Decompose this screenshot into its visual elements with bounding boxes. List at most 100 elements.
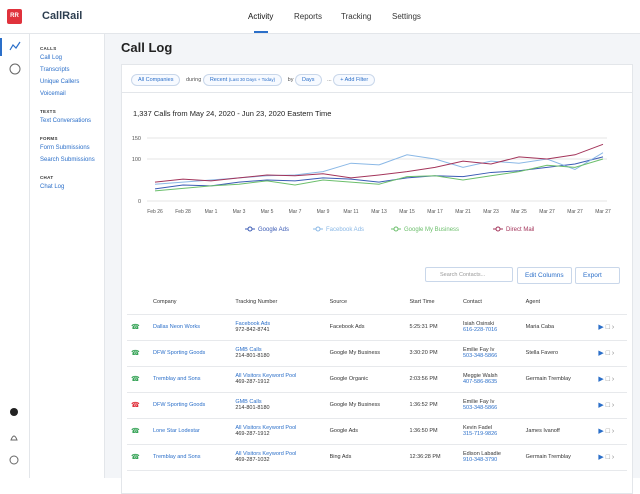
open-row[interactable]: › — [611, 376, 615, 383]
x-tick-label: Mar 9 — [317, 209, 330, 215]
y-tick-label: 150 — [132, 136, 141, 142]
tracking-name[interactable]: Facebook Ads — [235, 321, 271, 327]
by-label: by — [287, 77, 294, 83]
search-box[interactable]: Search Contacts... — [425, 267, 513, 282]
start-time: 3:30:20 PM — [405, 340, 459, 367]
contact-phone[interactable]: 910-348-3790 — [462, 457, 498, 463]
call-row[interactable]: ☎ Dallas Neon Works Facebook Ads 972-842-87… — [127, 314, 627, 341]
notes-button[interactable]: □ — [605, 350, 612, 357]
play-button[interactable]: ▶ — [598, 350, 606, 357]
company[interactable]: DFW Sporting Goods — [149, 392, 232, 419]
open-row[interactable]: › — [611, 350, 615, 357]
x-tick-label: Mar 5 — [261, 209, 274, 215]
nav-item[interactable]: Activity — [248, 12, 274, 21]
tracking-name[interactable]: All Visitors Keyword Pool — [235, 373, 297, 379]
badge[interactable]: RR — [7, 9, 22, 24]
open-row[interactable]: › — [611, 324, 615, 331]
tracking-name[interactable]: All Visitors Keyword Pool — [235, 451, 297, 457]
logo[interactable]: CallRail — [42, 10, 83, 22]
contact-name: Edison Labadie — [462, 451, 501, 457]
play-button[interactable]: ▶ — [598, 428, 606, 435]
contact-phone[interactable]: 503-348-5866 — [462, 405, 498, 411]
x-tick-label: Mar 15 — [399, 209, 415, 215]
sidebar-link[interactable]: Voicemail — [40, 91, 66, 97]
tracking-name[interactable]: GMB Calls — [235, 347, 262, 353]
notes-button[interactable]: □ — [605, 376, 612, 383]
nav-item[interactable]: Settings — [392, 12, 421, 21]
contact-phone[interactable]: 407-586-8635 — [462, 379, 498, 385]
play-button[interactable]: ▶ — [598, 376, 606, 383]
x-tick-label: Feb 26 — [147, 209, 163, 215]
y-tick-label: 100 — [132, 157, 141, 163]
column-header: Agent — [521, 290, 595, 315]
open-row[interactable]: › — [611, 428, 615, 435]
sidebar-link[interactable]: Chat Log — [40, 184, 65, 190]
contact-cell: Emilie Fay Iv 503-348-5866 — [458, 392, 522, 419]
source: Google My Business — [325, 392, 406, 419]
contact-phone[interactable]: 503-348-5866 — [462, 353, 498, 359]
sidebar-link[interactable]: Search Submissions — [40, 157, 95, 163]
calls-icon[interactable] — [9, 41, 21, 51]
column-header: Company — [149, 290, 232, 315]
export[interactable]: Export — [575, 267, 620, 284]
company[interactable]: Tremblay and Sons — [149, 366, 232, 393]
call-icon: ☎ — [131, 350, 140, 357]
agent-cell: Maria Caba — [521, 314, 595, 341]
tracking-cell: All Visitors Keyword Pool 469-287-1032 — [231, 444, 326, 471]
unit-filter[interactable]: Days — [295, 74, 322, 86]
play-button[interactable]: ▶ — [598, 454, 606, 461]
contact-phone[interactable]: 315-719-9826 — [462, 431, 498, 437]
help-icon[interactable] — [9, 455, 19, 465]
agent-cell: Germain Tremblay — [521, 366, 595, 393]
agent: Stella Favero — [525, 350, 559, 356]
tracking-name[interactable]: All Visitors Keyword Pool — [235, 425, 297, 431]
open-row[interactable]: › — [611, 402, 615, 409]
company[interactable]: Tremblay and Sons — [149, 444, 232, 471]
sidebar-link[interactable]: Form Submissions — [40, 145, 90, 151]
legend-label: Google My Business — [404, 227, 459, 233]
notes-button[interactable]: □ — [605, 428, 612, 435]
call-row[interactable]: ☎ Tremblay and Sons All Visitors Keyword P… — [127, 366, 627, 393]
tracking-number: 214-801-8180 — [235, 405, 270, 411]
call-row[interactable]: ☎ Lone Star Lodestar All Visitors Keyword … — [127, 418, 627, 445]
call-row[interactable]: ☎ Tremblay and Sons All Visitors Keyword P… — [127, 444, 627, 471]
start-time: 12:36:28 PM — [405, 444, 459, 471]
notes-button[interactable]: □ — [605, 454, 612, 461]
company[interactable]: Lone Star Lodestar — [149, 418, 232, 445]
sidebar-link[interactable]: Text Conversations — [40, 118, 92, 124]
call-row[interactable]: ☎ DFW Sporting Goods GMB Calls 214-801-8180… — [127, 392, 627, 419]
notes-button[interactable]: □ — [605, 324, 612, 331]
section-heading: CHAT — [40, 175, 54, 180]
add-icon[interactable] — [10, 408, 18, 416]
tracking-name[interactable]: GMB Calls — [235, 399, 262, 405]
nav-item[interactable]: Reports — [294, 12, 323, 21]
x-tick-label: Mar 25 — [511, 209, 527, 215]
legend-label: Google Ads — [258, 227, 289, 233]
x-tick-label: Mar 23 — [483, 209, 499, 215]
company[interactable]: DFW Sporting Goods — [149, 340, 232, 367]
icon-col — [127, 290, 149, 315]
call-row[interactable]: ☎ DFW Sporting Goods GMB Calls 214-801-8180… — [127, 340, 627, 367]
flow-icon[interactable] — [9, 63, 21, 75]
play-button[interactable]: ▶ — [598, 324, 606, 331]
sidebar-link[interactable]: Transcripts — [40, 67, 70, 73]
play-button[interactable]: ▶ — [598, 402, 606, 409]
sidebar-link[interactable]: Unique Callers — [40, 79, 80, 85]
add-filter[interactable]: + Add Filter — [333, 74, 376, 86]
bell-icon[interactable] — [10, 435, 18, 441]
start-time: 1:36:50 PM — [405, 418, 459, 445]
notes-button[interactable]: □ — [605, 402, 612, 409]
sidebar-link[interactable]: Call Log — [40, 55, 63, 61]
company[interactable]: Dallas Neon Works — [149, 314, 232, 341]
tracking-number: 469-287-1032 — [235, 457, 270, 463]
edit-columns[interactable]: Edit Columns — [517, 267, 572, 284]
company-filter[interactable]: All Companies — [131, 74, 181, 86]
call-icon: ☎ — [131, 402, 140, 409]
range-filter[interactable]: Recent (Last 30 Days + Today) — [202, 74, 283, 86]
start-time: 2:03:56 PM — [405, 366, 459, 393]
contact-name: Isiah Osinski — [462, 321, 495, 327]
actions: ▶ □ › — [594, 366, 627, 393]
open-row[interactable]: › — [611, 454, 615, 461]
contact-phone[interactable]: 616-228-7016 — [462, 327, 498, 333]
nav-item[interactable]: Tracking — [341, 12, 372, 21]
